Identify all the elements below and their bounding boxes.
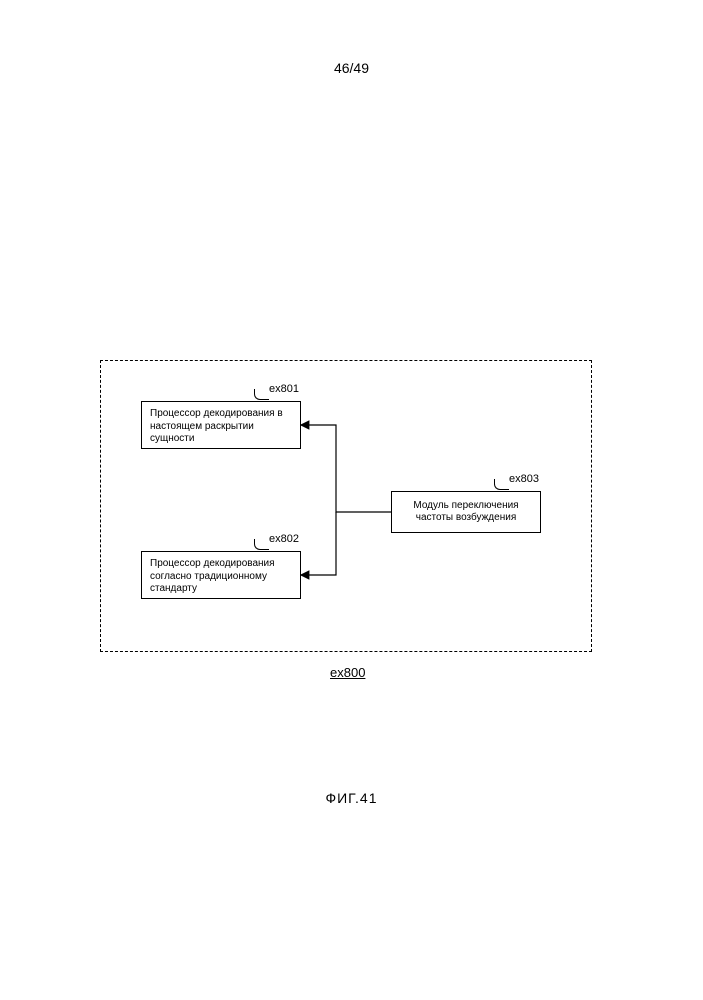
diagram-container: Процессор декодирования в настоящем раск… xyxy=(100,360,592,652)
outer-ref-ex800: ex800 xyxy=(330,665,365,680)
figure-caption: ФИГ.41 xyxy=(0,790,703,806)
page-root: 46/49 Процессор декодирования в настояще… xyxy=(0,0,703,1000)
edge-ex803-ex802 xyxy=(301,512,336,575)
connectors-svg xyxy=(101,361,591,651)
edge-ex803-ex801 xyxy=(301,425,391,512)
page-number: 46/49 xyxy=(0,60,703,76)
